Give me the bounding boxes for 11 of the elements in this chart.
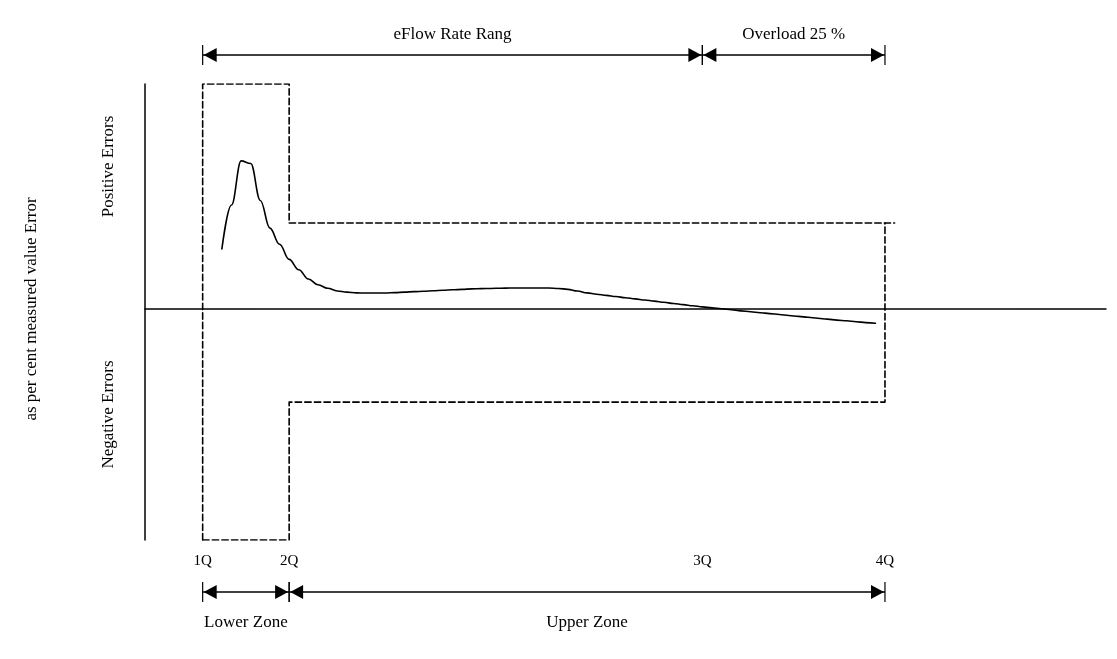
x-tick-label: 2Q — [279, 551, 299, 568]
x-tick-label: 1Q — [193, 551, 212, 568]
text: Overload 25 % — [742, 23, 846, 43]
text: Lower Zone — [204, 611, 288, 631]
x-tick-label: 3Q — [693, 551, 712, 568]
text: Negative Errors — [97, 360, 117, 469]
text: as per cent measured value Error — [20, 197, 40, 421]
text: Upper Zone — [546, 611, 628, 631]
x-tick-label: 4Q — [875, 551, 895, 568]
text: eFlow Rate Rang — [393, 23, 513, 43]
text: Positive Errors — [97, 115, 117, 218]
